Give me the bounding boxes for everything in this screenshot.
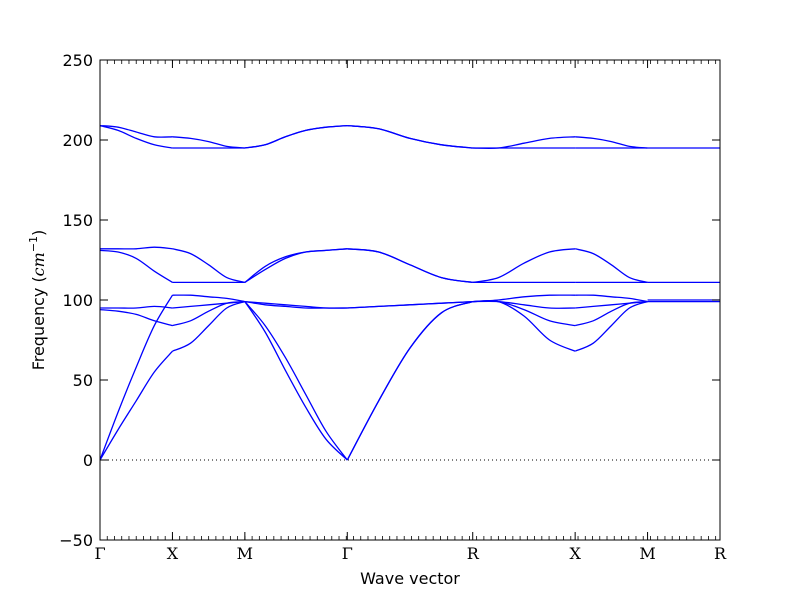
band-line: [574, 300, 648, 352]
y-axis-label-unit: cm: [29, 252, 48, 276]
x-tick-label: R: [714, 544, 727, 563]
y-axis-label-unit-exponent: −1: [27, 236, 40, 252]
x-tick-label: X: [569, 544, 581, 563]
band-line: [346, 300, 473, 461]
band-line: [347, 300, 473, 309]
band-lines: [99, 124, 720, 461]
band-line: [244, 124, 348, 149]
y-axis-ticks: −50 0 50 100 150 200 250: [59, 51, 720, 550]
band-line: [99, 305, 173, 309]
x-tick-label: Γ: [94, 544, 105, 563]
y-axis-label-suffix: ): [29, 230, 48, 236]
y-axis-label-prefix: Frequency (: [29, 276, 48, 370]
band-line: [575, 136, 648, 149]
y-tick-label: 100: [62, 291, 93, 310]
band-line: [100, 246, 173, 250]
band-line: [172, 300, 246, 352]
x-axis-label: Wave vector: [360, 569, 460, 588]
plot-area-frame: [99, 59, 721, 541]
y-tick-label: 0: [83, 451, 93, 470]
band-line: [172, 136, 245, 149]
y-tick-label: 50: [73, 371, 93, 390]
band-line: [574, 248, 648, 284]
y-tick-label: 200: [62, 131, 93, 150]
band-line: [575, 294, 648, 303]
band-line: [472, 136, 576, 150]
band-line: [99, 294, 173, 461]
band-line: [244, 300, 348, 309]
band-line: [99, 124, 173, 138]
x-tick-label: M: [237, 544, 253, 563]
x-tick-label: Γ: [342, 544, 353, 563]
band-line: [472, 294, 576, 303]
band-line: [575, 300, 648, 309]
x-tick-label: R: [467, 544, 480, 563]
band-line: [172, 294, 245, 303]
band-line: [347, 248, 473, 284]
band-line: [99, 124, 173, 149]
band-line: [172, 248, 246, 284]
band-line: [172, 300, 245, 309]
y-tick-label: −50: [59, 531, 93, 550]
x-tick-label: M: [639, 544, 655, 563]
band-line: [347, 124, 473, 149]
y-tick-label: 250: [62, 51, 93, 70]
band-line: [472, 300, 576, 309]
band-line: [99, 308, 173, 327]
band-line: [472, 248, 576, 284]
y-tick-label: 150: [62, 211, 93, 230]
band-line: [99, 350, 173, 461]
minor-x-ticks: [99, 60, 717, 540]
y-axis-label: Frequency (cm−1): [27, 230, 48, 371]
band-line: [244, 301, 348, 461]
band-line: [99, 249, 173, 283]
x-tick-label: X: [167, 544, 179, 563]
band-line: [244, 248, 348, 283]
band-line: [244, 301, 348, 461]
